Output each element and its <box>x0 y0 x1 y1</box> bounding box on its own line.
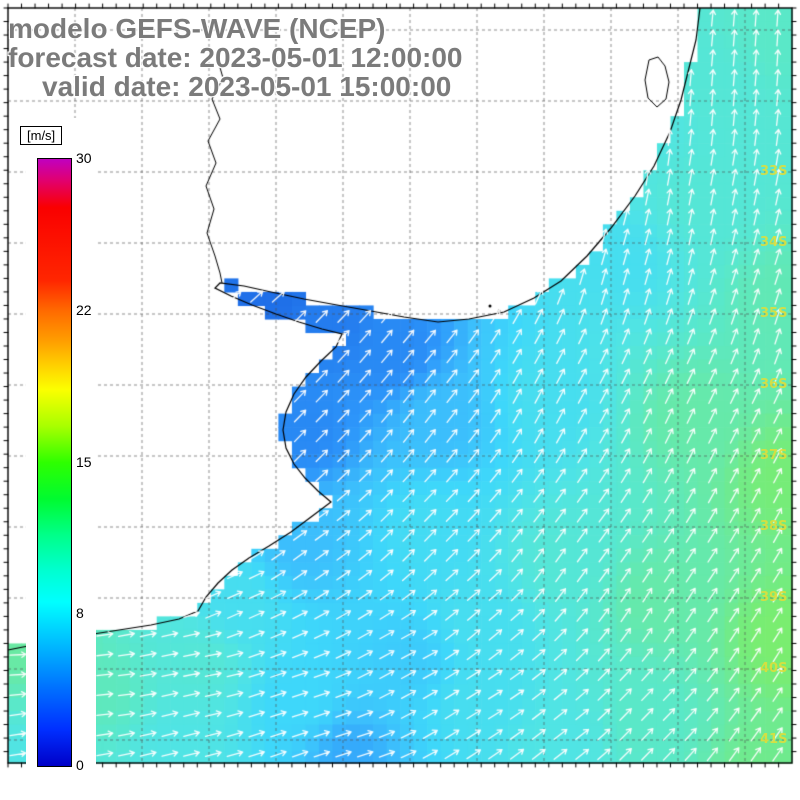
colorbar-tick-8: 8 <box>76 605 84 622</box>
forecast-date-label: forecast date: 2023-05-01 12:00:00 <box>8 42 463 73</box>
lat-label-36S: 36S <box>760 377 788 392</box>
lat-label-39S: 39S <box>760 590 788 605</box>
lat-label-33S: 33S <box>760 164 788 179</box>
model-title: modelo GEFS-WAVE (NCEP) <box>8 13 386 44</box>
lat-label-35S: 35S <box>760 306 788 321</box>
lat-label-37S: 37S <box>760 448 788 463</box>
lat-label-38S: 38S <box>760 519 788 534</box>
lat-label-34S: 34S <box>760 235 788 250</box>
colorbar-tick-15: 15 <box>76 453 92 470</box>
lat-label-40S: 40S <box>760 661 788 676</box>
colorbar-tick-0: 0 <box>76 757 84 773</box>
map-title-block: modelo GEFS-WAVE (NCEP) forecast date: 2… <box>8 14 462 101</box>
valid-date-label: valid date: 2023-05-01 15:00:00 <box>42 71 452 102</box>
colorbar-units-label: [m/s] <box>20 126 63 145</box>
colorbar-tick-22: 22 <box>76 301 92 318</box>
colorbar-gradient <box>37 158 72 767</box>
colorbar-tick-30: 30 <box>76 150 92 166</box>
lat-label-41S: 41S <box>760 732 788 747</box>
